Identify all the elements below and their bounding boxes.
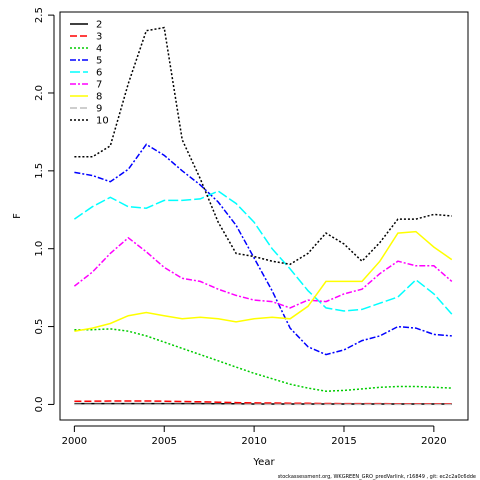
legend-label-2: 2	[96, 20, 102, 31]
series-line-6	[73, 190, 453, 315]
series-line-4	[74, 328, 452, 392]
legend-label-4: 4	[96, 44, 102, 55]
x-axis: 2000 2005 2010 2015 2020	[62, 425, 447, 447]
legend-label-7: 7	[96, 80, 102, 91]
y-tick-label-4: 2.0	[34, 85, 45, 101]
series-layer	[73, 26, 453, 406]
footer-text: stockassessment.org, WKGREEN_GRO_predVar…	[278, 474, 476, 480]
y-axis: 0.0 0.5 1.0 1.5 2.0 2.5	[34, 7, 55, 412]
series-line-7	[73, 236, 453, 309]
legend-label-10: 10	[96, 116, 109, 127]
x-axis-label: Year	[252, 457, 275, 468]
legend-label-8: 8	[96, 92, 102, 103]
x-tick-label-2015: 2015	[331, 436, 356, 447]
y-axis-label: F	[12, 213, 23, 219]
series-line-10	[74, 26, 452, 266]
y-tick-label-2: 1.0	[34, 241, 45, 257]
series-line-8	[74, 230, 453, 332]
y-tick-label-1: 0.5	[34, 319, 45, 335]
x-tick-label-2010: 2010	[241, 436, 266, 447]
legend-label-3: 3	[96, 32, 102, 43]
legend-label-6: 6	[96, 68, 102, 79]
y-tick-label-3: 1.5	[34, 163, 45, 179]
x-tick-label-2005: 2005	[152, 436, 177, 447]
x-tick-label-2000: 2000	[62, 436, 87, 447]
legend-label-9: 9	[96, 104, 102, 115]
y-tick-label-5: 2.5	[34, 7, 45, 23]
x-tick-label-2020: 2020	[421, 436, 446, 447]
legend-label-5: 5	[96, 56, 102, 67]
series-line-5	[74, 143, 452, 356]
plot-frame	[59, 11, 469, 421]
y-tick-label-0: 0.0	[34, 396, 45, 412]
